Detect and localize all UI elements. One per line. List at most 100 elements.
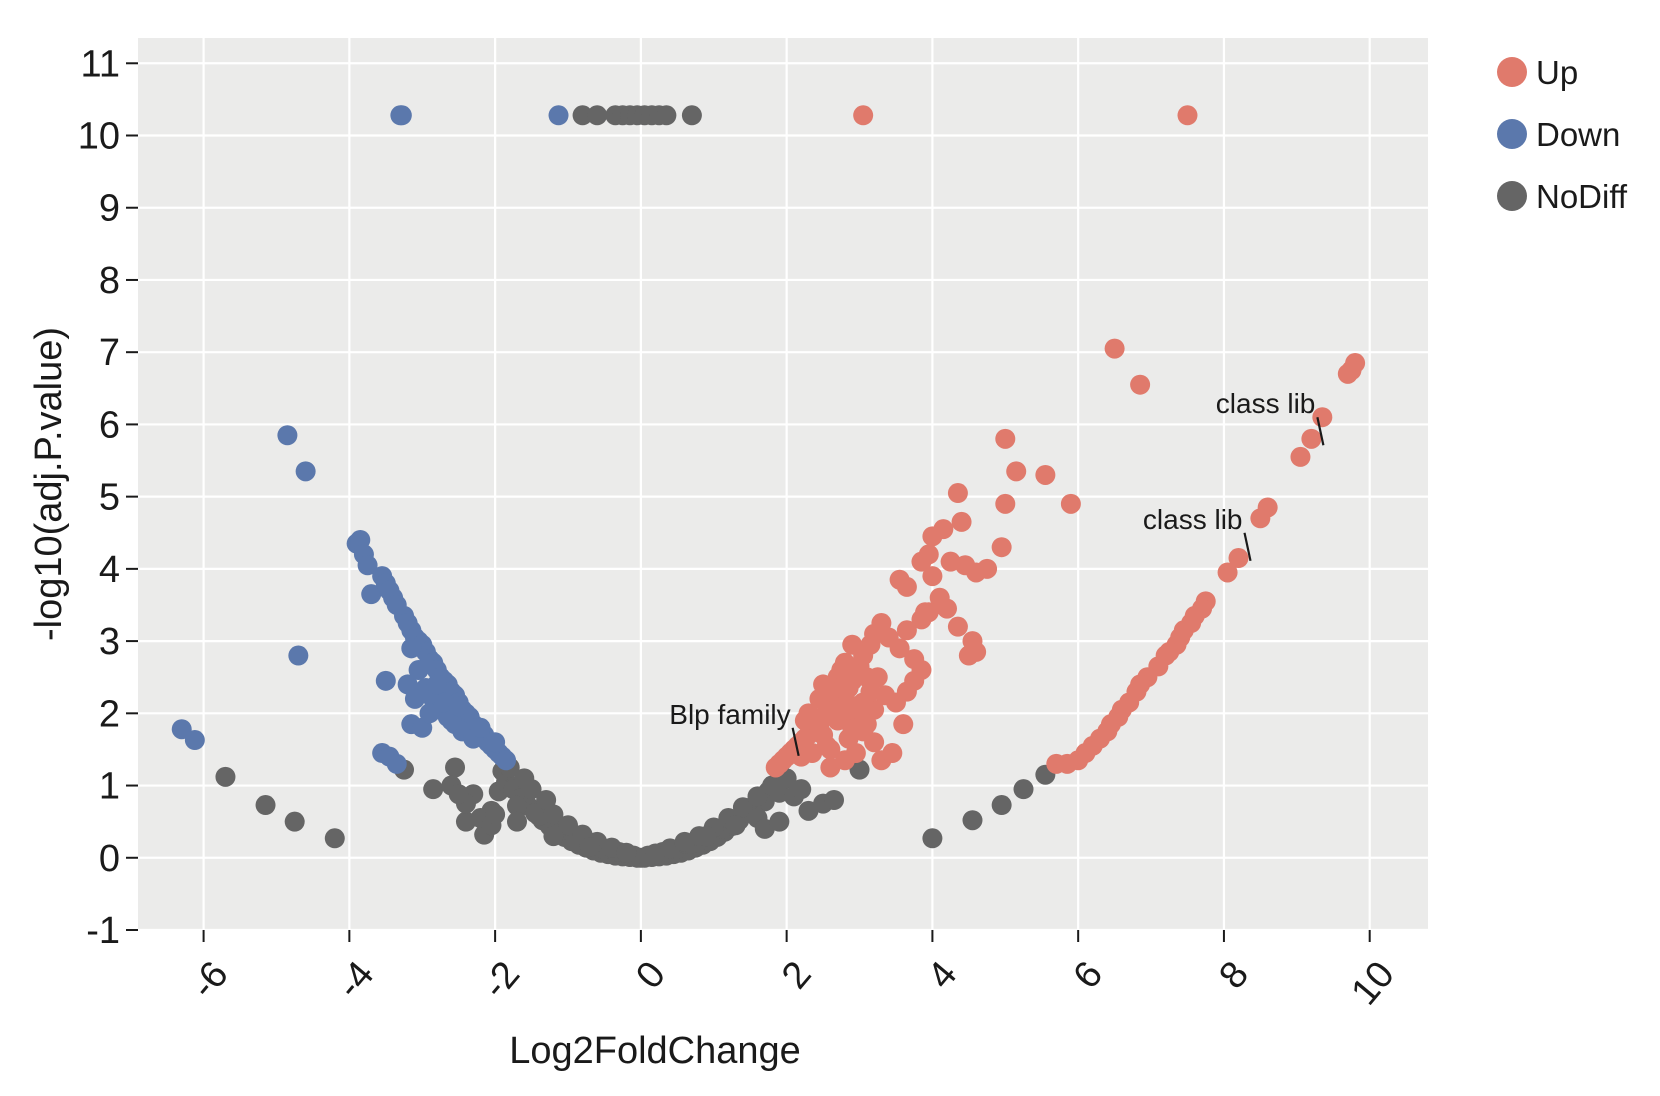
y-tick-label: 7 [99, 332, 120, 374]
point-up [991, 537, 1012, 558]
annotation-leader [791, 727, 800, 757]
point-nodiff [725, 815, 746, 836]
point-up [1104, 338, 1125, 359]
point-up [922, 566, 943, 587]
y-tick-label: 6 [99, 404, 120, 446]
x-tick-labels: -6 -4 -2 0 2 4 6 8 10 [183, 954, 1403, 1013]
y-tick-label: 8 [99, 260, 120, 302]
point-nodiff [769, 811, 790, 832]
point-nodiff [616, 842, 637, 863]
point-up [765, 757, 786, 778]
point-up [1250, 508, 1271, 529]
point-up [842, 717, 863, 738]
point-nodiff [445, 757, 466, 778]
annotation-label: Blp family [669, 699, 790, 730]
y-tick-label: 3 [99, 621, 120, 663]
point-nodiff [696, 826, 717, 847]
point-up [838, 699, 859, 720]
point-nodiff [656, 105, 677, 126]
point-down [401, 638, 422, 659]
point-up [893, 714, 914, 735]
point-up [936, 598, 957, 619]
legend-swatch-up [1497, 57, 1527, 87]
y-tick-labels: -1 0 1 2 3 4 5 6 7 8 9 10 11 [78, 43, 120, 952]
point-up [1035, 464, 1056, 485]
point-up [820, 739, 841, 760]
point-up [1006, 461, 1027, 482]
point-up [794, 710, 815, 731]
point-down [386, 753, 407, 774]
point-down [295, 461, 316, 482]
point-down [448, 696, 469, 717]
point-up [813, 674, 834, 695]
legend-item-up: Up [1497, 54, 1578, 91]
x-axis-label: Log2FoldChange [509, 1030, 801, 1072]
point-nodiff [558, 815, 578, 836]
annotation-label: class lib [1143, 504, 1243, 535]
point-up [958, 645, 979, 666]
x-tick-label: -4 [329, 954, 383, 1007]
point-nodiff [506, 811, 527, 832]
legend-swatch-nodiff [1497, 181, 1527, 211]
point-down [470, 717, 491, 738]
y-tick-label: 5 [99, 477, 120, 519]
point-nodiff [587, 105, 608, 126]
y-tick-label: -1 [86, 910, 120, 952]
x-tick-label: 8 [1211, 954, 1257, 997]
point-nodiff [543, 826, 564, 847]
legend-label-nodiff: NoDiff [1536, 178, 1628, 215]
point-nodiff [528, 805, 549, 826]
point-nodiff [791, 779, 812, 800]
point-up [1312, 407, 1333, 428]
point-down [357, 555, 378, 576]
point-up [791, 746, 812, 767]
point-nodiff [423, 779, 444, 800]
legend-item-down: Down [1497, 116, 1620, 153]
point-down [485, 732, 506, 753]
point-up [995, 493, 1016, 514]
x-tick-label: 0 [628, 954, 674, 997]
legend-label-down: Down [1536, 116, 1620, 153]
y-tick-label: 0 [99, 838, 120, 880]
point-nodiff [674, 831, 695, 852]
annotation-label: class lib [1216, 388, 1316, 419]
axis-lines [126, 62, 1371, 942]
point-up [995, 428, 1016, 449]
point-down [361, 584, 382, 605]
point-up [1290, 446, 1311, 467]
point-nodiff [824, 789, 845, 810]
x-tick-label: 2 [774, 954, 820, 997]
point-nodiff [284, 811, 305, 832]
point-up [951, 511, 972, 532]
point-nodiff [922, 828, 943, 849]
point-nodiff [991, 795, 1012, 816]
point-up [889, 638, 910, 659]
y-tick-label: 10 [78, 116, 120, 158]
point-up [911, 551, 932, 572]
point-up [947, 483, 968, 504]
x-tick-label: -2 [474, 954, 528, 1007]
point-up [918, 602, 939, 623]
point-up [1177, 105, 1198, 126]
point-up [853, 105, 874, 126]
y-tick-label: 9 [99, 188, 120, 230]
point-down [548, 105, 569, 126]
point-nodiff [579, 836, 600, 857]
point-up [1337, 363, 1358, 384]
point-down [404, 688, 425, 709]
point-nodiff [747, 786, 768, 807]
legend-swatch-down [1497, 119, 1527, 149]
x-tick-label: -6 [183, 954, 237, 1007]
point-up [977, 558, 998, 579]
point-up [831, 659, 852, 680]
y-tick-label: 2 [99, 693, 120, 735]
point-down [375, 670, 396, 691]
point-nodiff [681, 105, 702, 126]
point-nodiff [215, 766, 236, 787]
point-nodiff [962, 810, 983, 831]
y-tick-label: 11 [81, 43, 120, 85]
point-up [1228, 548, 1249, 569]
x-tick-label: 10 [1343, 954, 1402, 1013]
point-nodiff [485, 804, 506, 825]
